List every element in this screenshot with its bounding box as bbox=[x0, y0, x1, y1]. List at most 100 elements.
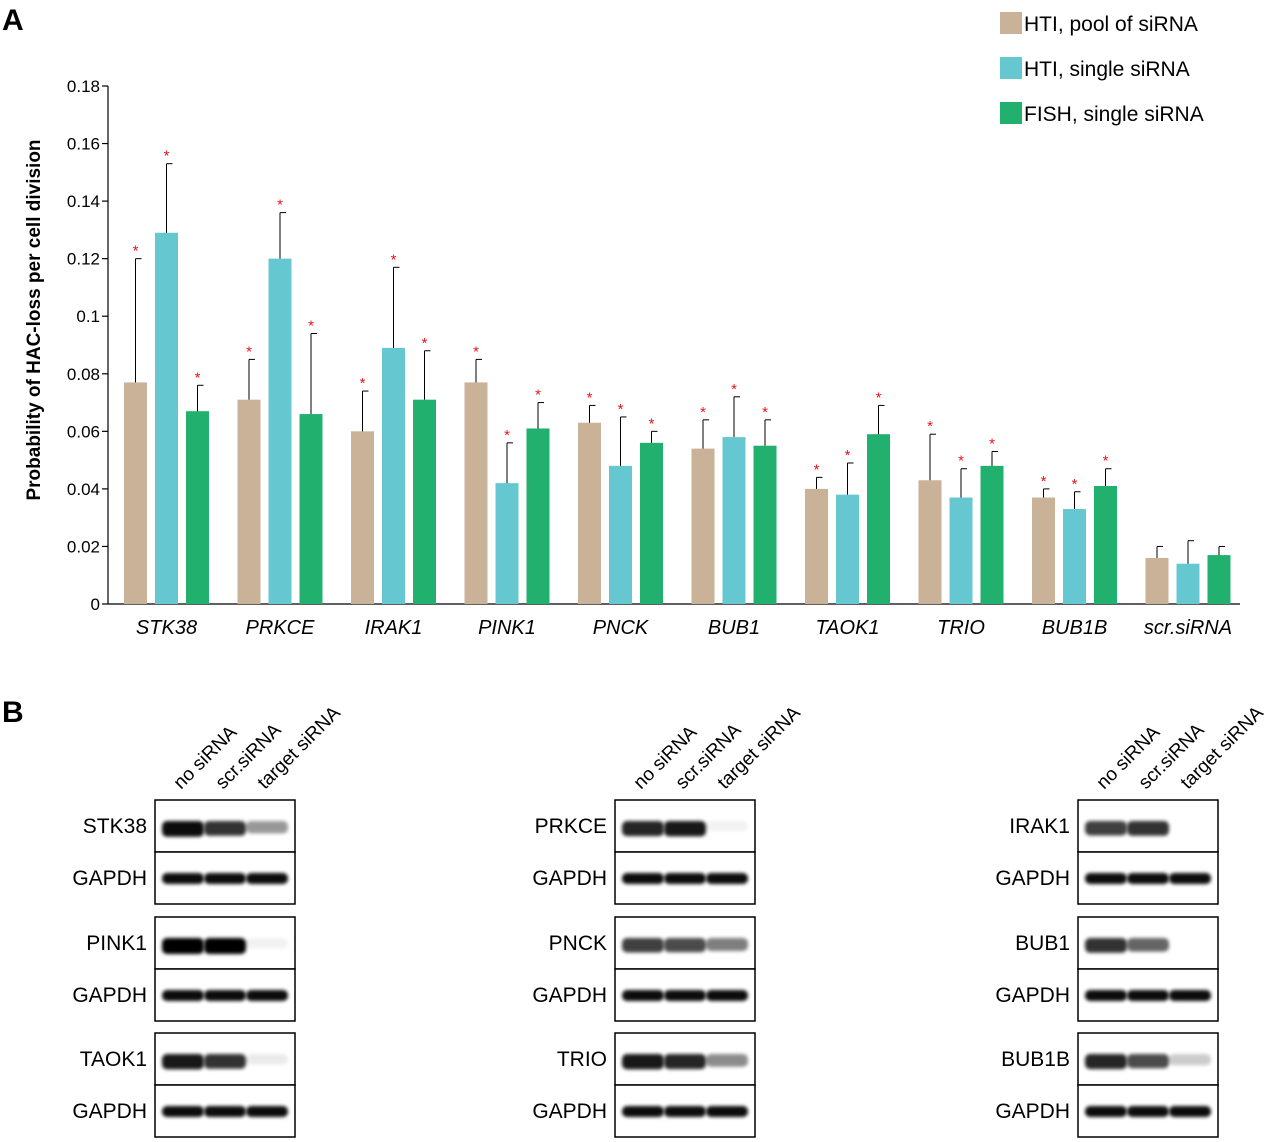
significance-star: * bbox=[422, 335, 428, 352]
x-tick-label: IRAK1 bbox=[365, 617, 423, 639]
x-tick-label: PINK1 bbox=[478, 617, 536, 639]
bar-group: * * * * * * * * * * * * * * * * * * * * * * * * * * * bbox=[124, 148, 1231, 604]
bar-chart: Probability of HAC-loss per cell divisio… bbox=[24, 12, 1240, 639]
protein-band bbox=[1085, 1054, 1127, 1070]
protein-label: BUB1B bbox=[1001, 1048, 1070, 1071]
protein-band bbox=[1127, 1054, 1169, 1069]
bar bbox=[237, 399, 261, 604]
protein-band bbox=[1085, 821, 1127, 836]
y-tick-label: 0.02 bbox=[67, 537, 100, 556]
significance-star: * bbox=[700, 404, 706, 421]
protein-band bbox=[664, 1054, 706, 1070]
significance-star: * bbox=[762, 404, 768, 421]
legend: HTI, pool of siRNA HTI, single siRNA FISH,… bbox=[1000, 12, 1204, 126]
protein-band bbox=[622, 1054, 664, 1070]
significance-star: * bbox=[360, 375, 366, 392]
bar bbox=[949, 497, 973, 604]
gapdh-band bbox=[1127, 1106, 1169, 1117]
blot-stk38: STK38 GAPDH bbox=[72, 799, 296, 905]
bar bbox=[382, 347, 405, 604]
gapdh-label: GAPDH bbox=[995, 1100, 1070, 1123]
protein-band bbox=[1169, 1054, 1211, 1066]
y-tick-label: 0.12 bbox=[67, 250, 100, 269]
gapdh-label: GAPDH bbox=[532, 984, 607, 1007]
significance-star: * bbox=[649, 415, 655, 432]
protein-band bbox=[204, 938, 246, 954]
y-tick-label: 0.18 bbox=[67, 77, 100, 96]
protein-band bbox=[706, 1054, 748, 1067]
gapdh-band bbox=[622, 873, 664, 884]
bar bbox=[918, 480, 942, 604]
bar bbox=[268, 258, 292, 604]
y-tick-label: 0.1 bbox=[76, 307, 100, 326]
bar bbox=[578, 422, 601, 604]
y-axis: 0 0.02 0.04 0.06 0.08 0.1 0.12 0.14 0.16 0.18 bbox=[67, 77, 109, 614]
protein-band bbox=[246, 938, 288, 949]
gapdh-band bbox=[706, 990, 748, 1001]
y-tick-label: 0.04 bbox=[67, 480, 100, 499]
gapdh-band bbox=[246, 873, 288, 884]
significance-star: * bbox=[587, 389, 593, 406]
bar bbox=[464, 382, 488, 604]
protein-band bbox=[706, 938, 748, 951]
bar bbox=[1207, 555, 1231, 604]
gapdh-label: GAPDH bbox=[532, 867, 607, 890]
significance-star: * bbox=[504, 427, 510, 444]
significance-star: * bbox=[814, 461, 820, 478]
legend-label: HTI, pool of siRNA bbox=[1024, 13, 1198, 36]
gapdh-band bbox=[664, 1106, 706, 1117]
x-tick-label: TAOK1 bbox=[815, 617, 879, 639]
significance-star: * bbox=[308, 317, 314, 334]
significance-star: * bbox=[927, 418, 933, 435]
blot-trio: TRIO GAPDH bbox=[532, 1032, 756, 1138]
y-tick-label: 0.06 bbox=[67, 422, 100, 441]
bar bbox=[495, 483, 519, 604]
blot-prkce: PRKCE GAPDH bbox=[532, 799, 756, 905]
gapdh-band bbox=[664, 873, 706, 884]
protein-label: PNCK bbox=[549, 932, 607, 955]
gapdh-band bbox=[1085, 990, 1127, 1001]
x-tick-label: BUB1B bbox=[1042, 617, 1108, 639]
bar bbox=[1032, 497, 1055, 604]
protein-band bbox=[246, 821, 288, 834]
panel-b-label: B bbox=[2, 696, 24, 729]
protein-band bbox=[162, 821, 204, 837]
protein-band bbox=[664, 821, 706, 837]
protein-band bbox=[622, 938, 664, 953]
y-axis-label: Probability of HAC-loss per cell divisio… bbox=[24, 139, 45, 500]
gapdh-band bbox=[204, 990, 246, 1001]
significance-star: * bbox=[195, 369, 201, 386]
gapdh-band bbox=[246, 990, 288, 1001]
bar bbox=[186, 411, 209, 604]
y-tick-label: 0.08 bbox=[67, 365, 100, 384]
protein-band bbox=[622, 821, 664, 837]
significance-star: * bbox=[246, 343, 252, 360]
bar bbox=[1176, 563, 1200, 604]
protein-band bbox=[1127, 821, 1169, 836]
bar bbox=[413, 399, 436, 604]
legend-swatch bbox=[1000, 102, 1022, 124]
gapdh-band bbox=[706, 873, 748, 884]
bar bbox=[805, 488, 828, 604]
bar bbox=[640, 442, 663, 604]
significance-star: * bbox=[277, 197, 283, 214]
legend-swatch bbox=[1000, 12, 1022, 34]
protein-label: PRKCE bbox=[535, 815, 607, 838]
protein-label: TAOK1 bbox=[80, 1048, 147, 1071]
bar bbox=[1063, 509, 1086, 604]
significance-star: * bbox=[391, 251, 397, 268]
legend-label: HTI, single siRNA bbox=[1024, 58, 1190, 81]
significance-star: * bbox=[1103, 453, 1109, 470]
protein-band bbox=[246, 1054, 288, 1065]
x-tick-label: STK38 bbox=[136, 617, 197, 639]
y-tick-label: 0 bbox=[91, 595, 100, 614]
protein-band bbox=[706, 821, 748, 832]
significance-star: * bbox=[1041, 473, 1047, 490]
protein-band bbox=[1085, 938, 1127, 953]
gapdh-label: GAPDH bbox=[995, 867, 1070, 890]
significance-star: * bbox=[473, 343, 479, 360]
bar bbox=[867, 434, 890, 604]
bar bbox=[124, 382, 147, 604]
